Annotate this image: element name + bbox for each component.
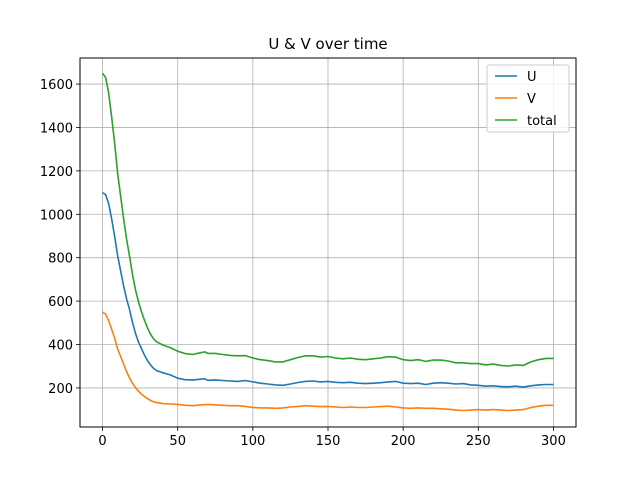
x-tick-label: 300 <box>541 434 566 449</box>
y-tick-label: 400 <box>48 339 73 354</box>
y-tick-label: 1200 <box>40 165 73 180</box>
series-line-u <box>102 191 554 388</box>
legend-label-u: U <box>527 70 537 85</box>
x-tick-label: 50 <box>169 434 186 449</box>
x-tick-label: 150 <box>316 434 341 449</box>
legend-label-v: V <box>527 92 536 107</box>
series-group <box>101 72 554 412</box>
legend-label-total: total <box>527 114 557 129</box>
y-tick-label: 1400 <box>40 121 73 136</box>
x-tick-label: 200 <box>391 434 416 449</box>
x-tick-label: 250 <box>466 434 491 449</box>
chart-title: U & V over time <box>268 35 387 53</box>
legend-box <box>486 64 570 133</box>
y-tick-label: 1600 <box>40 78 73 93</box>
x-tick-label: 0 <box>98 434 106 449</box>
x-tick-label: 100 <box>240 434 265 449</box>
series-line-v <box>102 311 554 412</box>
y-tick-label: 200 <box>48 382 73 397</box>
y-tick-label: 1000 <box>40 208 73 223</box>
series-line-total <box>101 72 554 367</box>
y-tick-label: 600 <box>48 295 73 310</box>
ticks: 0 50 100 150 200 250 300 200 400 600 800 1000 1200 14… <box>40 78 566 449</box>
y-tick-label: 800 <box>48 252 73 267</box>
